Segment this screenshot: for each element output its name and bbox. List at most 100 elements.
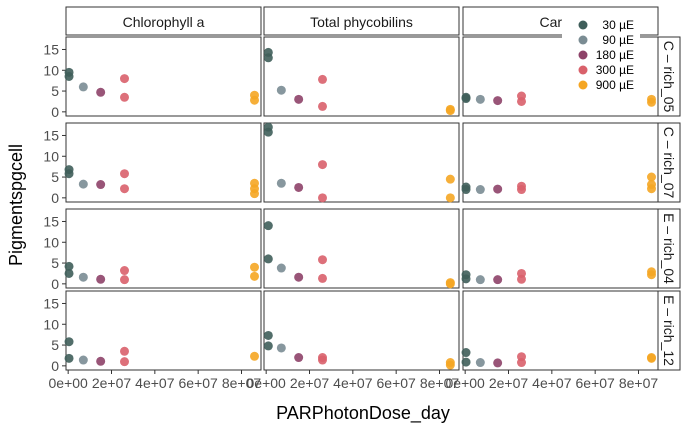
column-strip <box>263 6 460 36</box>
y-tick-label: 15 <box>43 213 59 229</box>
data-point <box>120 266 129 276</box>
x-axis-title: PARPhotonDose_day <box>276 403 450 424</box>
x-tick-label: 4e+07 <box>532 375 572 391</box>
x-tick-label: 0e+00 <box>247 375 287 391</box>
data-point <box>250 351 259 361</box>
y-tick-label: 0 <box>51 276 59 292</box>
data-point <box>517 274 526 284</box>
data-point <box>647 353 656 363</box>
row-strip <box>657 122 681 203</box>
y-tick-label: 10 <box>43 148 59 164</box>
data-point <box>445 279 455 289</box>
y-tick-label: 5 <box>51 255 59 271</box>
data-point <box>647 184 656 194</box>
legend-key <box>578 65 588 75</box>
data-point <box>475 185 485 195</box>
data-point <box>475 358 485 368</box>
data-points <box>64 47 656 370</box>
x-tick-label: 6e+07 <box>377 375 417 391</box>
data-point <box>318 193 327 203</box>
data-point <box>64 337 74 347</box>
data-point <box>461 348 471 358</box>
legend-box <box>562 12 640 94</box>
data-point <box>96 87 106 97</box>
legend-label: 300 µE <box>596 63 634 77</box>
data-point <box>647 97 656 107</box>
column-strip-label: Total phycobilins <box>310 14 413 30</box>
data-point <box>120 74 129 84</box>
data-point <box>120 346 129 356</box>
y-tick-label: 10 <box>43 62 59 78</box>
row-strip <box>657 36 681 117</box>
row-strip <box>657 290 681 371</box>
x-tick-label: 2e+07 <box>290 375 330 391</box>
x-tick-label: 8e+07 <box>420 375 460 391</box>
data-point <box>318 273 327 283</box>
row-strip-label: C – rich_05 <box>661 41 677 113</box>
data-point <box>250 271 259 281</box>
y-tick-label: 10 <box>43 316 59 332</box>
data-point <box>64 261 74 271</box>
data-point <box>493 358 503 368</box>
x-tick-label: 4e+07 <box>333 375 373 391</box>
data-point <box>445 174 455 184</box>
data-point <box>493 96 503 106</box>
data-point <box>263 53 273 63</box>
legend-key <box>578 50 588 60</box>
x-tick-label: 2e+07 <box>489 375 529 391</box>
row-strip-label: E – rich_04 <box>661 213 677 284</box>
y-axis-title: Pigmentspgcell <box>6 144 26 266</box>
data-point <box>263 127 273 137</box>
data-point <box>318 160 327 170</box>
data-point <box>461 357 471 367</box>
facet-panel <box>263 122 460 203</box>
x-tick-label: 4e+07 <box>135 375 175 391</box>
data-point <box>276 85 286 95</box>
facet-row-strips: C – rich_05 C – rich_07 E – rich_04 E – ric… <box>657 36 681 371</box>
legend-label: 90 µE <box>602 33 634 47</box>
facet-panel <box>65 208 262 289</box>
facet-column-strips: Chlorophyll a Total phycobilins Carote <box>65 6 659 36</box>
data-point <box>445 360 455 370</box>
x-tick-label: 0e+00 <box>446 375 486 391</box>
data-point <box>445 106 455 116</box>
data-point <box>276 178 286 188</box>
data-point <box>64 72 74 81</box>
data-point <box>445 193 455 203</box>
data-point <box>475 275 485 285</box>
data-point <box>64 169 74 179</box>
data-point <box>263 221 273 231</box>
data-point <box>120 357 129 367</box>
row-strip-label: E – rich_12 <box>661 295 677 366</box>
y-tick-label: 15 <box>43 127 59 143</box>
y-tick-label: 10 <box>43 234 59 250</box>
data-point <box>647 172 656 182</box>
y-axis-ticks: 0 5 10 15 0 5 10 15 0 5 10 15 0 5 10 15 <box>43 41 66 374</box>
facet-panel <box>462 208 659 289</box>
data-point <box>517 185 526 195</box>
legend-label: 900 µE <box>596 78 634 92</box>
data-point <box>461 185 471 195</box>
data-point <box>96 274 106 284</box>
y-tick-label: 15 <box>43 295 59 311</box>
data-point <box>263 254 273 264</box>
data-point <box>78 355 88 365</box>
facet-panel <box>263 36 460 117</box>
row-strip <box>657 208 681 289</box>
data-point <box>318 74 327 84</box>
column-strip-label: Chlorophyll a <box>123 14 205 30</box>
data-point <box>120 92 129 102</box>
facet-panel <box>462 122 659 203</box>
x-tick-label: 0e+00 <box>49 375 89 391</box>
data-point <box>318 255 327 265</box>
facet-panel <box>65 290 262 371</box>
x-tick-label: 8e+07 <box>619 375 659 391</box>
row-strip-label: C – rich_07 <box>661 127 677 199</box>
legend-key <box>578 35 588 45</box>
y-tick-label: 0 <box>51 358 59 374</box>
column-strip <box>65 6 262 36</box>
data-point <box>64 353 74 363</box>
y-tick-label: 15 <box>43 41 59 57</box>
